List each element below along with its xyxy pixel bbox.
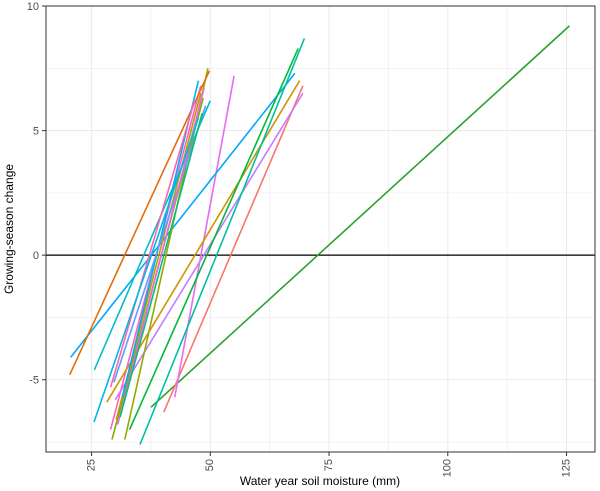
series-line-16: [113, 105, 207, 383]
x-tick-label: 75: [323, 459, 335, 471]
x-tick-label: 50: [204, 459, 216, 471]
y-tick-label: -5: [29, 375, 39, 387]
x-axis-title: Water year soil moisture (mm): [240, 474, 400, 488]
y-axis-ticks: -5 0 5 10: [27, 1, 46, 387]
x-tick-label: 125: [560, 459, 572, 477]
series-line-1: [150, 25, 570, 408]
y-axis-title: Growing-season change: [2, 164, 16, 294]
series-line-5: [114, 92, 304, 401]
series-line-3: [173, 75, 235, 398]
grid-minor: [46, 6, 595, 452]
x-tick-label: 100: [442, 459, 454, 477]
y-tick-label: 5: [33, 126, 39, 138]
series-layer: [68, 25, 570, 445]
series-line-2: [163, 85, 304, 413]
series-line-9: [128, 48, 299, 430]
series-line-18: [119, 112, 203, 418]
plot-border: [45, 5, 596, 453]
series-line-10: [139, 38, 306, 445]
y-tick-label: 0: [33, 250, 39, 262]
series-line-13: [68, 70, 211, 376]
y-tick-label: 10: [27, 1, 39, 13]
series-line-19: [109, 100, 196, 388]
series-line-7: [70, 72, 296, 358]
x-axis-ticks: 25 50 75 100 125: [85, 452, 572, 477]
x-tick-label: 25: [85, 459, 97, 471]
series-line-20: [93, 117, 200, 423]
